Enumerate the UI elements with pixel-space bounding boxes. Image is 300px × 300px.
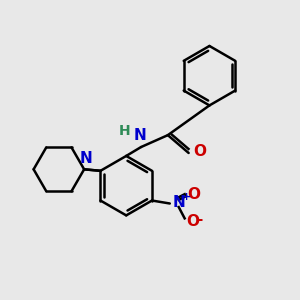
Text: N: N bbox=[79, 151, 92, 166]
Text: O: O bbox=[188, 187, 201, 202]
Text: +: + bbox=[182, 192, 191, 202]
Text: N: N bbox=[172, 194, 185, 209]
Text: O: O bbox=[193, 144, 206, 159]
Text: N: N bbox=[133, 128, 146, 142]
Text: O: O bbox=[186, 214, 199, 229]
Text: -: - bbox=[196, 212, 202, 227]
Text: H: H bbox=[119, 124, 130, 138]
